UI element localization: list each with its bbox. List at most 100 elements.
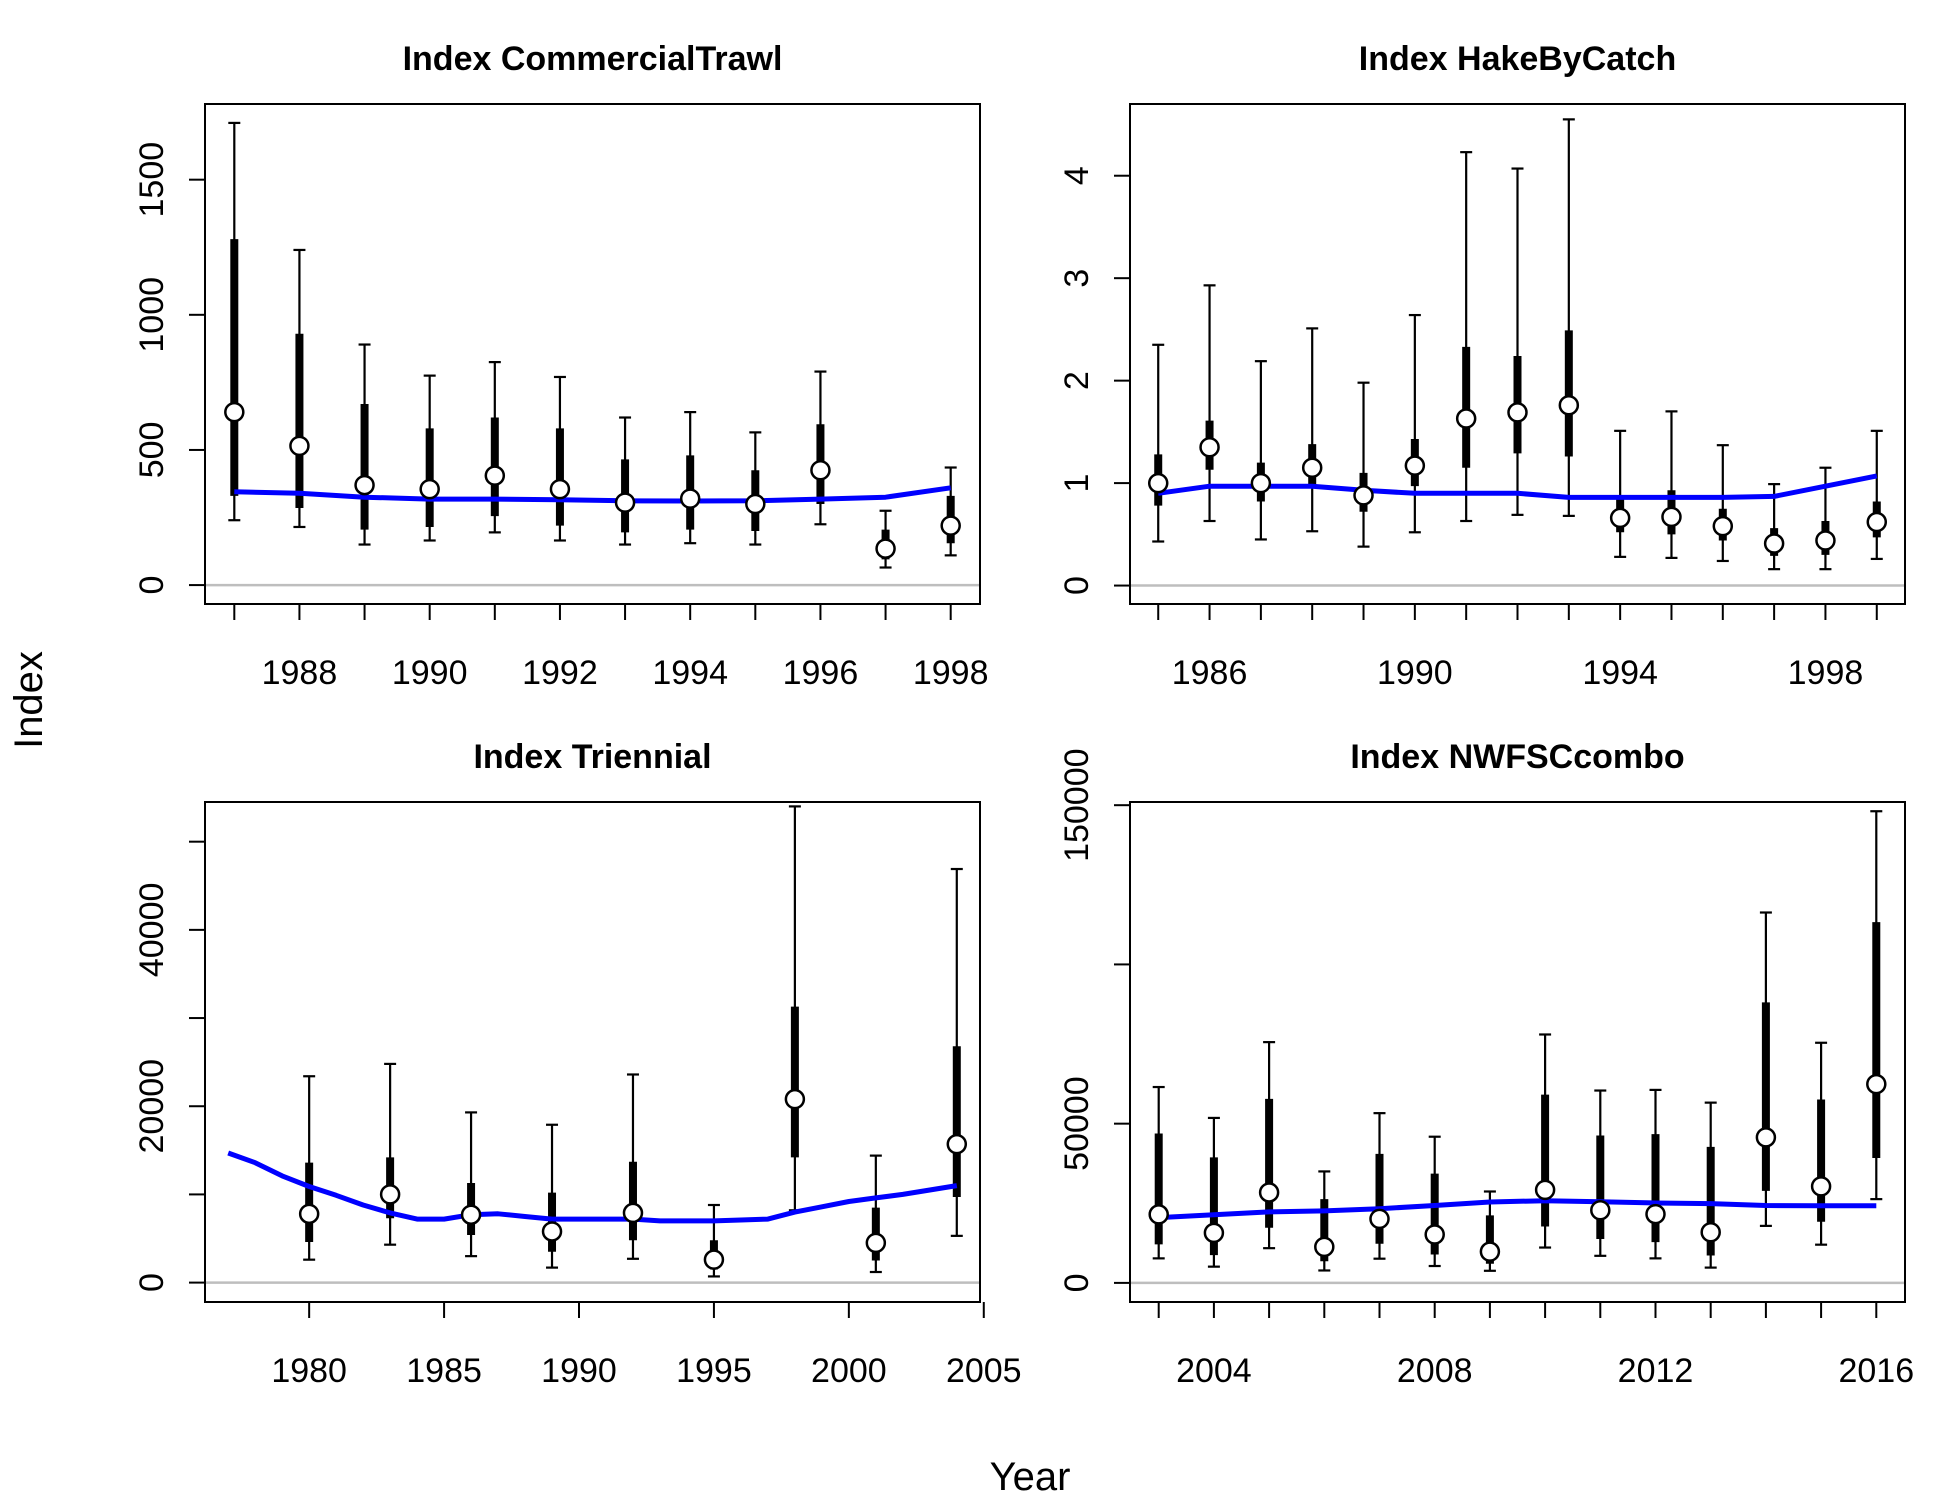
y-tick-label: 0 (1058, 576, 1096, 595)
y-tick-label: 0 (133, 1273, 171, 1292)
x-tick-label: 1985 (406, 1352, 482, 1390)
observed-point (865, 1232, 887, 1254)
observed-point (1369, 1208, 1390, 1230)
observed-point (1866, 1073, 1887, 1095)
observed-point (541, 1221, 563, 1242)
observed-point (1479, 1241, 1501, 1262)
observed-point (298, 1203, 320, 1225)
observed-point (810, 459, 831, 481)
panel-2: Index HakeByCatch 1986 1990 1994 1998 0 1 2 3 4 (1058, 40, 1906, 692)
observed-point (1645, 1203, 1666, 1225)
x-tick-label: 2000 (811, 1352, 887, 1390)
panel-title: Index NWFSCcombo (1350, 738, 1684, 776)
x-tick-label: 2016 (1838, 1352, 1914, 1390)
x-tick-label: 1998 (913, 654, 989, 692)
plot-frame (1129, 801, 1906, 1303)
expected-index-line (1157, 473, 1878, 500)
observed-point (379, 1184, 401, 1205)
observed-point (1534, 1179, 1556, 1201)
x-tick-label: 1988 (262, 654, 338, 692)
observed-point (946, 1133, 968, 1155)
observed-point (1258, 1182, 1280, 1203)
observed-point (1203, 1222, 1225, 1244)
panel-4: Index NWFSCcombo 2004 2008 2012 2016 0 50000 15… (1058, 738, 1914, 1390)
observed-point (745, 493, 766, 515)
observed-point (1404, 455, 1426, 476)
observed-point (1700, 1222, 1721, 1243)
observed-point (1250, 472, 1272, 494)
plot-frame (204, 103, 981, 605)
figure-ylabel: Index (7, 651, 51, 749)
x-tick-label: 1994 (1582, 654, 1658, 692)
x-tick-label: 1990 (392, 654, 468, 692)
observed-point (1866, 511, 1888, 533)
x-tick-label: 1990 (541, 1352, 617, 1390)
observed-point (875, 538, 896, 559)
observed-point (289, 435, 310, 457)
expected-index-line (234, 485, 952, 504)
observed-point (784, 1088, 806, 1110)
observed-point (419, 478, 440, 500)
observed-point (354, 474, 375, 496)
x-tick-label: 1986 (1172, 654, 1248, 692)
panel-title: Index CommercialTrawl (403, 40, 783, 78)
observed-point (1661, 506, 1682, 528)
x-tick-label: 1994 (652, 654, 728, 692)
x-tick-label: 1996 (783, 654, 859, 692)
y-tick-label: 1 (1058, 474, 1096, 493)
observed-point (1353, 485, 1374, 506)
panel-3: Index Triennial 1980 1985 1990 1995 2000 2005 0… (133, 738, 1022, 1390)
observed-point (679, 488, 701, 509)
x-tick-label: 2004 (1176, 1352, 1252, 1390)
expected-index-line (1158, 1198, 1877, 1221)
observed-point (703, 1249, 725, 1270)
y-tick-label: 2 (1058, 371, 1096, 390)
y-tick-label: 40000 (133, 883, 171, 978)
x-tick-label: 1980 (271, 1352, 347, 1390)
observed-point (622, 1202, 644, 1224)
y-tick-label: 0 (133, 576, 171, 595)
observed-point (1712, 515, 1734, 537)
panels: Index CommercialTrawl 1988 1990 1992 1994 199… (133, 40, 1914, 1390)
observed-point (940, 515, 961, 536)
observed-point (1815, 530, 1836, 551)
x-tick-label: 1990 (1377, 654, 1453, 692)
observed-point (1147, 472, 1169, 494)
observed-point (224, 401, 245, 423)
observed-point (1301, 457, 1323, 478)
y-tick-label: 1500 (133, 142, 171, 218)
panel-title: Index HakeByCatch (1359, 40, 1676, 78)
y-tick-label: 50000 (1058, 1076, 1096, 1171)
panel-title: Index Triennial (473, 738, 711, 776)
x-tick-label: 1998 (1788, 654, 1864, 692)
x-tick-label: 2012 (1618, 1352, 1694, 1390)
observed-point (1810, 1176, 1832, 1197)
observed-point (1609, 507, 1631, 529)
observed-point (549, 478, 571, 500)
observed-point (484, 465, 506, 486)
y-tick-label: 4 (1058, 166, 1096, 185)
observed-point (1590, 1200, 1611, 1221)
y-tick-label: 150000 (1058, 748, 1096, 861)
observed-point (1558, 394, 1580, 416)
observed-point (460, 1204, 482, 1225)
observed-point (1507, 402, 1528, 423)
figure-xlabel: Year (990, 1455, 1071, 1499)
panel-1: Index CommercialTrawl 1988 1990 1992 1994 199… (133, 40, 989, 692)
y-tick-label: 1000 (133, 277, 171, 353)
y-tick-label: 0 (1058, 1273, 1096, 1292)
x-tick-label: 1992 (522, 654, 598, 692)
observed-point (1424, 1224, 1445, 1245)
observed-point (1763, 533, 1785, 554)
y-tick-label: 20000 (133, 1059, 171, 1154)
observed-point (1314, 1236, 1335, 1258)
expected-index-line (227, 1150, 958, 1224)
x-tick-label: 2008 (1397, 1352, 1473, 1390)
observed-point (1455, 408, 1477, 429)
observed-point (1199, 436, 1220, 458)
y-tick-label: 3 (1058, 269, 1096, 288)
observed-point (1148, 1204, 1169, 1225)
x-tick-label: 2005 (946, 1352, 1022, 1390)
